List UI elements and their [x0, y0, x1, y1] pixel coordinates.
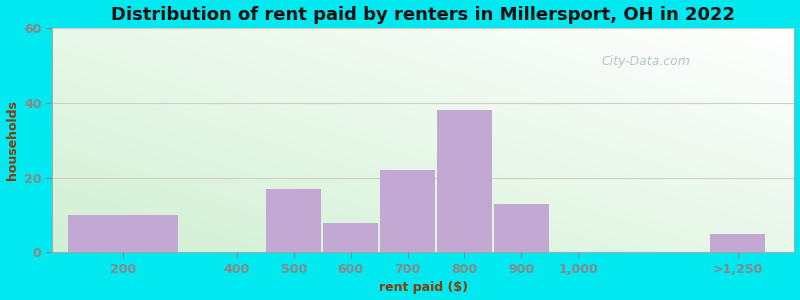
Bar: [380, 170, 435, 253]
Text: City-Data.com: City-Data.com: [602, 55, 690, 68]
X-axis label: rent paid ($): rent paid ($): [378, 281, 468, 294]
Bar: [710, 234, 765, 253]
Bar: [323, 223, 378, 253]
Bar: [68, 215, 178, 253]
Bar: [266, 189, 322, 253]
Bar: [494, 204, 549, 253]
Title: Distribution of rent paid by renters in Millersport, OH in 2022: Distribution of rent paid by renters in …: [111, 6, 735, 24]
Y-axis label: households: households: [6, 100, 18, 180]
Bar: [437, 110, 492, 253]
